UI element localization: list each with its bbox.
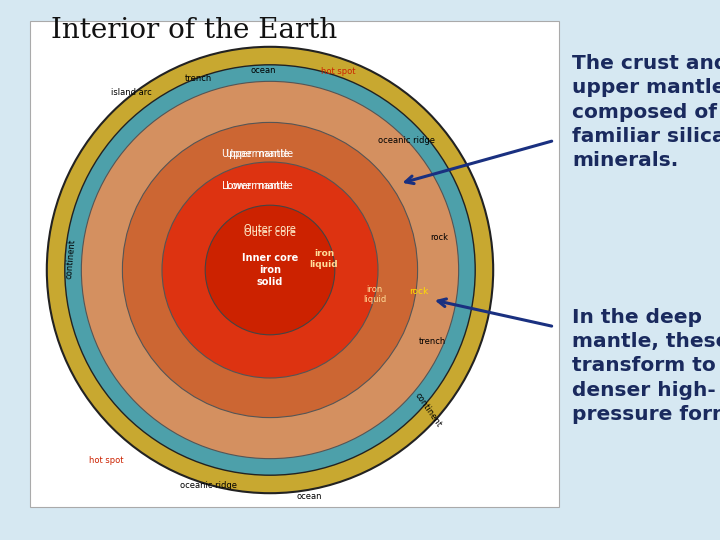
- Text: ocean: ocean: [250, 66, 276, 75]
- Text: iron
liquid: iron liquid: [363, 285, 386, 304]
- Text: In the deep
mantle, these
transform to
denser high-
pressure forms.: In the deep mantle, these transform to d…: [572, 308, 720, 424]
- Ellipse shape: [47, 47, 493, 493]
- Text: oceanic ridge: oceanic ridge: [378, 136, 436, 145]
- Text: rock: rock: [431, 233, 448, 242]
- Text: rock: rock: [410, 287, 428, 296]
- FancyBboxPatch shape: [30, 21, 559, 507]
- Text: Upper mantle: Upper mantle: [225, 149, 293, 159]
- Text: island arc: island arc: [111, 89, 151, 97]
- Text: The crust and
upper mantle are
composed of the
familiar silicate
minerals.: The crust and upper mantle are composed …: [572, 54, 720, 170]
- Text: Outer core: Outer core: [244, 228, 296, 238]
- Ellipse shape: [205, 205, 335, 335]
- Text: trench: trench: [184, 74, 212, 83]
- Text: Lower mantle: Lower mantle: [222, 181, 289, 191]
- Text: hot spot: hot spot: [321, 67, 356, 76]
- Text: iron
liquid: iron liquid: [310, 249, 338, 269]
- Ellipse shape: [122, 123, 418, 417]
- Text: Outer core: Outer core: [244, 225, 296, 234]
- Text: oceanic ridge: oceanic ridge: [180, 482, 238, 490]
- Text: ocean: ocean: [297, 492, 323, 501]
- Ellipse shape: [81, 82, 459, 458]
- Text: Lower mantle: Lower mantle: [226, 181, 292, 191]
- Ellipse shape: [162, 162, 378, 378]
- Text: Upper mantle: Upper mantle: [222, 149, 289, 159]
- Text: continent: continent: [64, 239, 77, 280]
- Text: continent: continent: [413, 392, 444, 429]
- Text: Inner core
iron
solid: Inner core iron solid: [242, 253, 298, 287]
- Text: hot spot: hot spot: [89, 456, 124, 464]
- Ellipse shape: [65, 65, 475, 475]
- Text: trench: trench: [418, 337, 446, 346]
- Text: Interior of the Earth: Interior of the Earth: [51, 17, 338, 44]
